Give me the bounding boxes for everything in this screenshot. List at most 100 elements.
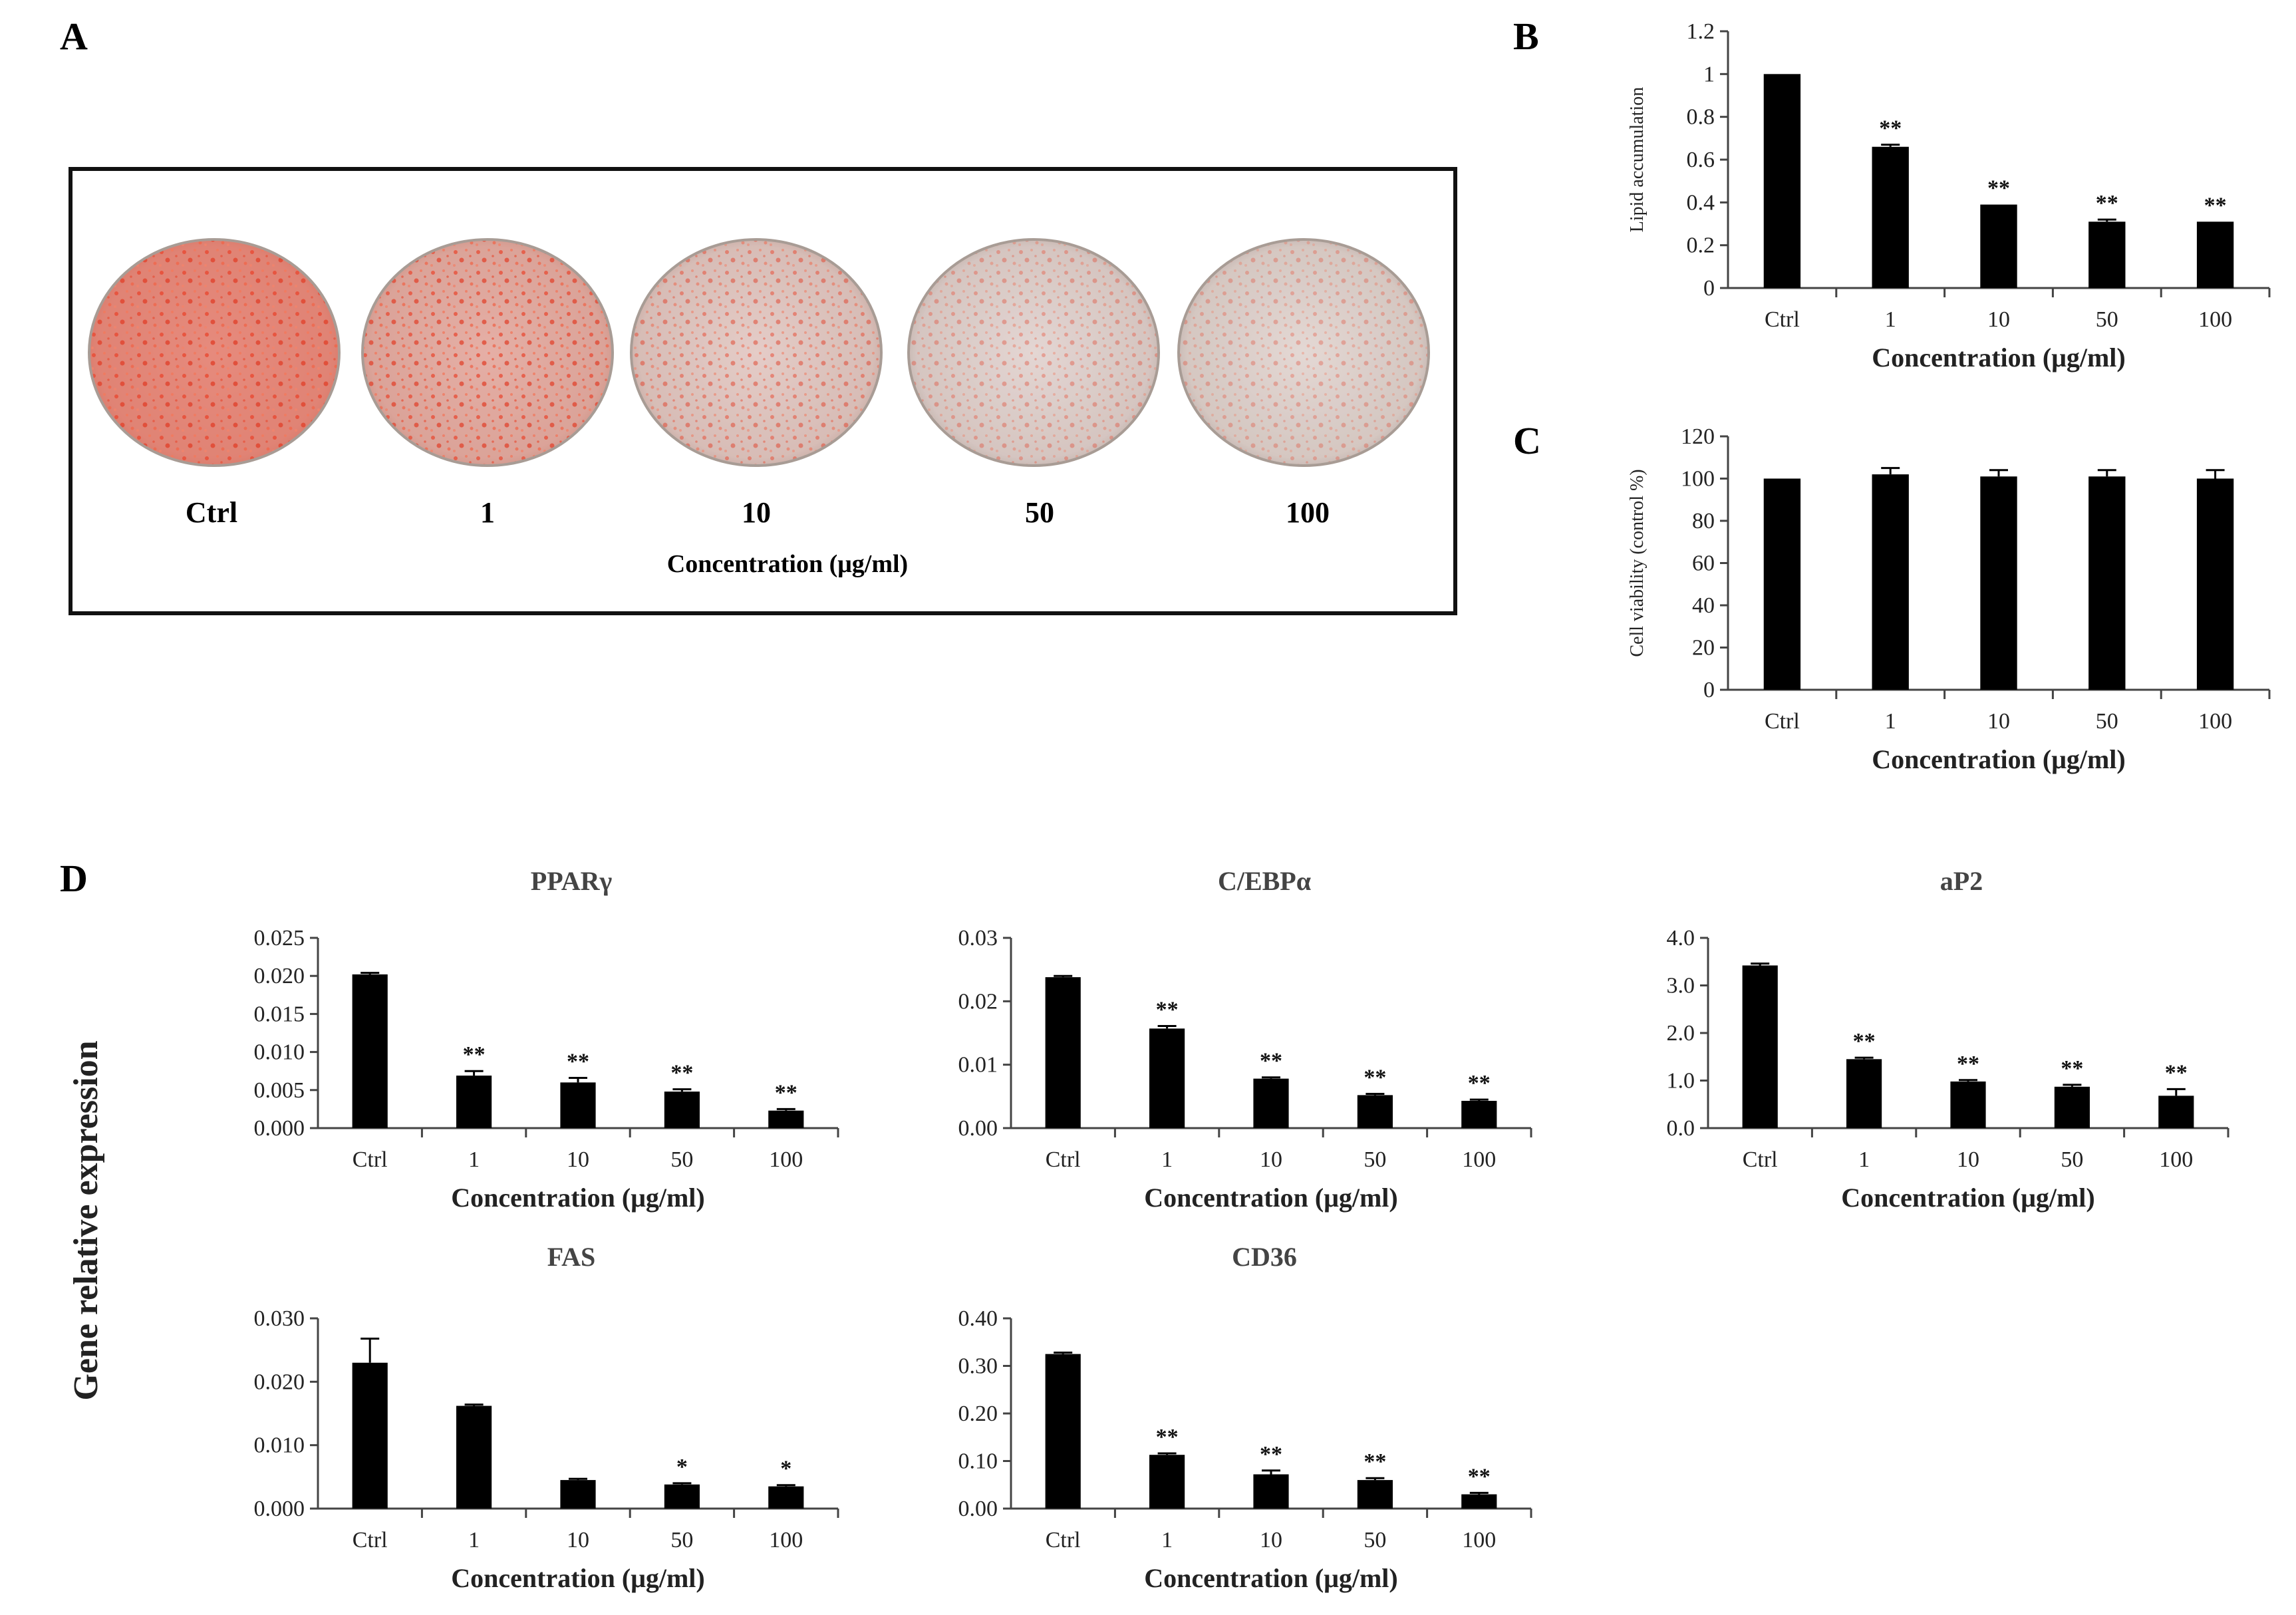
chart-pparg-ytick-label: 0.005 [254, 1078, 305, 1103]
chart-ap2-bar [1950, 1081, 1986, 1128]
panel-a-frame [69, 167, 1457, 615]
chart-b-significance: ** [1987, 176, 2010, 201]
chart-fas-ytick-label: 0.030 [254, 1306, 305, 1331]
chart-fas: 0.000 0.010 0.020 0.030 Ctrl 1 10 50 * 100 * Concen… [254, 1242, 839, 1593]
chart-cd36-ytick-label: 0.30 [958, 1354, 998, 1379]
chart-b-xlabel: Concentration (μg/ml) [1872, 343, 2126, 372]
chart-c-bar [1980, 476, 2017, 690]
chart-b-ytick-label: 0.2 [1687, 233, 1715, 258]
chart-c-ytick-label: 80 [1692, 509, 1715, 533]
chart-fas-title: FAS [547, 1242, 596, 1272]
chart-ap2-ytick-label: 0.0 [1667, 1116, 1695, 1141]
chart-b-ylabel: Lipid accumulation [1627, 87, 1648, 233]
chart-fas-xtick-label: 50 [670, 1528, 693, 1552]
chart-ap2-significance: ** [1853, 1029, 1876, 1054]
chart-fas-xtick-label: 1 [468, 1528, 480, 1552]
chart-cd36-ytick-label: 0.00 [958, 1497, 998, 1521]
chart-cebpa-significance: ** [1363, 1066, 1386, 1090]
chart-pparg-ytick-label: 0.010 [254, 1040, 305, 1065]
chart-pparg-xtick-label: 1 [468, 1147, 480, 1172]
chart-c-xtick-label: 10 [1987, 709, 2010, 734]
chart-cebpa-xlabel: Concentration (μg/ml) [1144, 1183, 1398, 1213]
chart-pparg-xtick-label: Ctrl [353, 1147, 388, 1172]
chart-pparg-xtick-label: 50 [670, 1147, 693, 1172]
chart-c-xtick-label: 50 [2096, 709, 2118, 734]
chart-c-ytick-label: 100 [1681, 467, 1715, 492]
chart-fas-ytick-label: 0.020 [254, 1370, 305, 1394]
chart-ap2-xtick-label: 50 [2061, 1147, 2083, 1172]
chart-fas-ytick-label: 0.000 [254, 1497, 305, 1521]
chart-b-significance: ** [2204, 193, 2227, 218]
panel-a-caption: Concentration (μg/ml) [667, 550, 908, 578]
chart-cd36: 0.00 0.10 0.20 0.30 0.40 Ctrl 1 ** 10 ** 50 ** 100 **… [958, 1242, 1532, 1593]
chart-cebpa-bar [1253, 1078, 1289, 1128]
chart-pparg-significance: ** [775, 1080, 797, 1105]
chart-ap2-bar [1742, 965, 1778, 1128]
chart-pparg-significance: ** [463, 1042, 486, 1067]
chart-cd36-significance: ** [1156, 1425, 1179, 1449]
chart-cebpa-bar [1149, 1028, 1185, 1128]
chart-pparg-bar [768, 1110, 804, 1128]
chart-b-xtick-label: 1 [1885, 307, 1896, 332]
chart-cd36-bar [1461, 1494, 1497, 1509]
chart-cebpa-ytick-label: 0.03 [958, 926, 998, 951]
chart-b-xtick-label: 100 [2198, 307, 2232, 332]
chart-pparg-significance: ** [567, 1049, 589, 1074]
plate-1 [361, 238, 614, 467]
chart-pparg-bar [664, 1092, 700, 1128]
chart-cebpa-title: C/EBPα [1218, 866, 1311, 896]
chart-b-xtick-label: 50 [2096, 307, 2118, 332]
chart-ap2-xlabel: Concentration (μg/ml) [1841, 1183, 2095, 1213]
chart-pparg-xlabel: Concentration (μg/ml) [451, 1183, 705, 1213]
plate-ctrl [88, 238, 341, 467]
chart-b-ytick-label: 1.2 [1687, 19, 1715, 44]
chart-fas-significance: * [676, 1455, 688, 1479]
chart-cebpa-xtick-label: 50 [1363, 1147, 1386, 1172]
chart-b: 0 0.2 0.4 0.6 0.8 1 1.2 Ctrl 1 ** 10 ** 50 ** 100 ** Con… [1627, 19, 2271, 372]
chart-ap2-ytick-label: 4.0 [1667, 926, 1695, 951]
chart-c-ytick-label: 0 [1703, 678, 1715, 702]
chart-pparg: 0.000 0.005 0.010 0.015 0.020 0.025 Ctrl 1 ** 10 *… [254, 866, 839, 1213]
chart-ap2-xtick-label: 10 [1957, 1147, 1979, 1172]
plate-label-10: 10 [742, 496, 771, 529]
chart-cebpa-significance: ** [1468, 1071, 1491, 1096]
chart-fas-xlabel: Concentration (μg/ml) [451, 1563, 705, 1593]
chart-fas-significance: * [780, 1457, 791, 1481]
chart-ap2-significance: ** [2061, 1056, 2083, 1081]
chart-pparg-bar [456, 1076, 492, 1128]
panel-letter-b: B [1513, 15, 1539, 58]
chart-c-ytick-label: 60 [1692, 551, 1715, 576]
chart-ap2-ytick-label: 3.0 [1667, 974, 1695, 998]
chart-c-bar [2196, 478, 2234, 690]
chart-cebpa-significance: ** [1156, 998, 1179, 1022]
chart-ap2-bar [2158, 1096, 2194, 1128]
chart-c-ytick-label: 20 [1692, 636, 1715, 661]
chart-pparg-significance: ** [670, 1061, 693, 1086]
chart-cd36-bar [1357, 1480, 1393, 1509]
chart-cebpa-xtick-label: 1 [1161, 1147, 1173, 1172]
chart-cd36-ytick-label: 0.40 [958, 1306, 998, 1331]
chart-ap2: 0.0 1.0 2.0 3.0 4.0 Ctrl 1 ** 10 ** 50 ** 100 ** Conce… [1667, 866, 2229, 1213]
chart-pparg-ytick-label: 0.020 [254, 964, 305, 988]
chart-b-significance: ** [2096, 191, 2118, 216]
chart-cd36-bar [1045, 1354, 1081, 1509]
chart-fas-xtick-label: Ctrl [353, 1528, 388, 1552]
chart-cd36-title: CD36 [1232, 1242, 1297, 1272]
chart-ap2-significance: ** [1957, 1052, 1979, 1076]
chart-c-xtick-label: 100 [2198, 709, 2232, 734]
chart-c: 0 20 40 60 80 100 120 Ctrl 1 10 50 100 Concentration… [1627, 424, 2271, 774]
panel-d-shared-ylabel: Gene relative expression [67, 1040, 105, 1400]
chart-cd36-xlabel: Concentration (μg/ml) [1144, 1563, 1398, 1593]
chart-b-ytick-label: 0.8 [1687, 105, 1715, 130]
chart-cebpa-xtick-label: 10 [1260, 1147, 1282, 1172]
chart-cebpa-xtick-label: Ctrl [1046, 1147, 1081, 1172]
panel-letter-a: A [60, 15, 88, 58]
chart-b-significance: ** [1879, 116, 1902, 140]
chart-cebpa-xtick-label: 100 [1462, 1147, 1496, 1172]
chart-fas-bar [664, 1484, 700, 1509]
chart-ap2-ytick-label: 1.0 [1667, 1069, 1695, 1094]
chart-cebpa-ytick-label: 0.01 [958, 1053, 998, 1078]
chart-fas-bar [456, 1405, 492, 1509]
chart-b-xtick-label: Ctrl [1765, 307, 1800, 332]
